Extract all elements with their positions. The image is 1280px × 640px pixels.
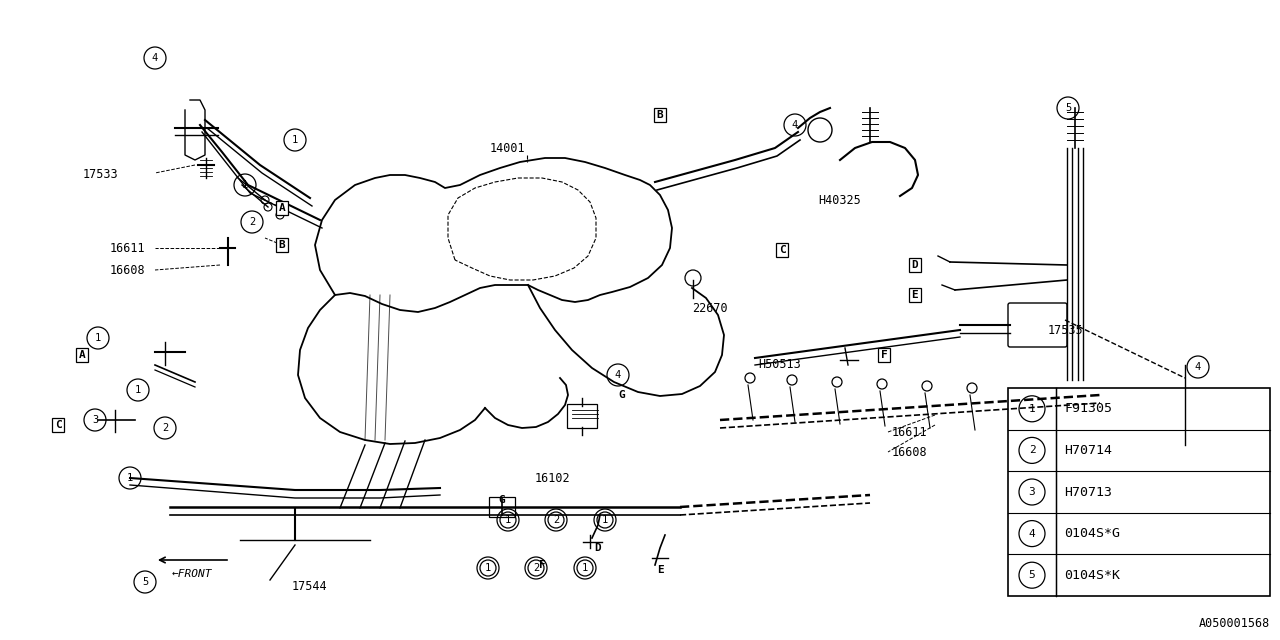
Text: 16608: 16608 [892,445,928,458]
Text: 16611: 16611 [110,241,146,255]
Text: 2: 2 [248,217,255,227]
Text: 5: 5 [1029,570,1036,580]
Text: 16611: 16611 [892,426,928,438]
Text: A: A [78,350,86,360]
Text: 1: 1 [1029,404,1036,414]
Text: 0104S*G: 0104S*G [1064,527,1120,540]
Text: D: D [911,260,918,270]
Text: 1: 1 [242,180,248,190]
Text: 17535: 17535 [1048,323,1084,337]
Text: 3: 3 [1029,487,1036,497]
Text: 2: 2 [532,563,539,573]
Text: G: G [499,495,506,505]
Text: F: F [539,560,545,570]
Text: 1: 1 [485,563,492,573]
Text: C: C [55,420,61,430]
Text: 1: 1 [292,135,298,145]
Text: 2: 2 [553,515,559,525]
Text: 4: 4 [1194,362,1201,372]
Text: E: E [657,565,663,575]
Text: 1: 1 [602,515,608,525]
Text: C: C [778,245,786,255]
Text: F91305: F91305 [1064,403,1112,415]
Text: A050001568: A050001568 [1199,617,1270,630]
Text: 2: 2 [1029,445,1036,456]
Text: D: D [595,543,602,553]
Text: H70714: H70714 [1064,444,1112,457]
Text: 17533: 17533 [83,168,119,182]
Text: 1: 1 [127,473,133,483]
Text: 5: 5 [1065,103,1071,113]
Text: 16102: 16102 [535,472,571,484]
Text: B: B [657,110,663,120]
Text: 1: 1 [134,385,141,395]
Text: 4: 4 [792,120,799,130]
Text: 5: 5 [142,577,148,587]
Text: 4: 4 [614,370,621,380]
Text: B: B [279,240,285,250]
Text: E: E [911,290,918,300]
Text: 0104S*K: 0104S*K [1064,569,1120,582]
Text: H50513: H50513 [758,358,801,371]
Text: 1: 1 [95,333,101,343]
Text: 1: 1 [504,515,511,525]
Text: F: F [881,350,887,360]
Text: 16608: 16608 [110,264,146,276]
Text: A: A [279,203,285,213]
Text: G: G [618,390,626,400]
Bar [1009,388,1270,596]
Text: 4: 4 [152,53,159,63]
Text: 4: 4 [1029,529,1036,539]
Text: ←FRONT: ←FRONT [172,569,212,579]
Text: H70713: H70713 [1064,486,1112,499]
Text: 22670: 22670 [692,301,727,314]
Text: 17544: 17544 [292,579,328,593]
Text: 1: 1 [582,563,588,573]
Text: 2: 2 [161,423,168,433]
Text: 3: 3 [92,415,99,425]
Text: H40325: H40325 [818,193,860,207]
Text: 14001: 14001 [490,141,526,154]
